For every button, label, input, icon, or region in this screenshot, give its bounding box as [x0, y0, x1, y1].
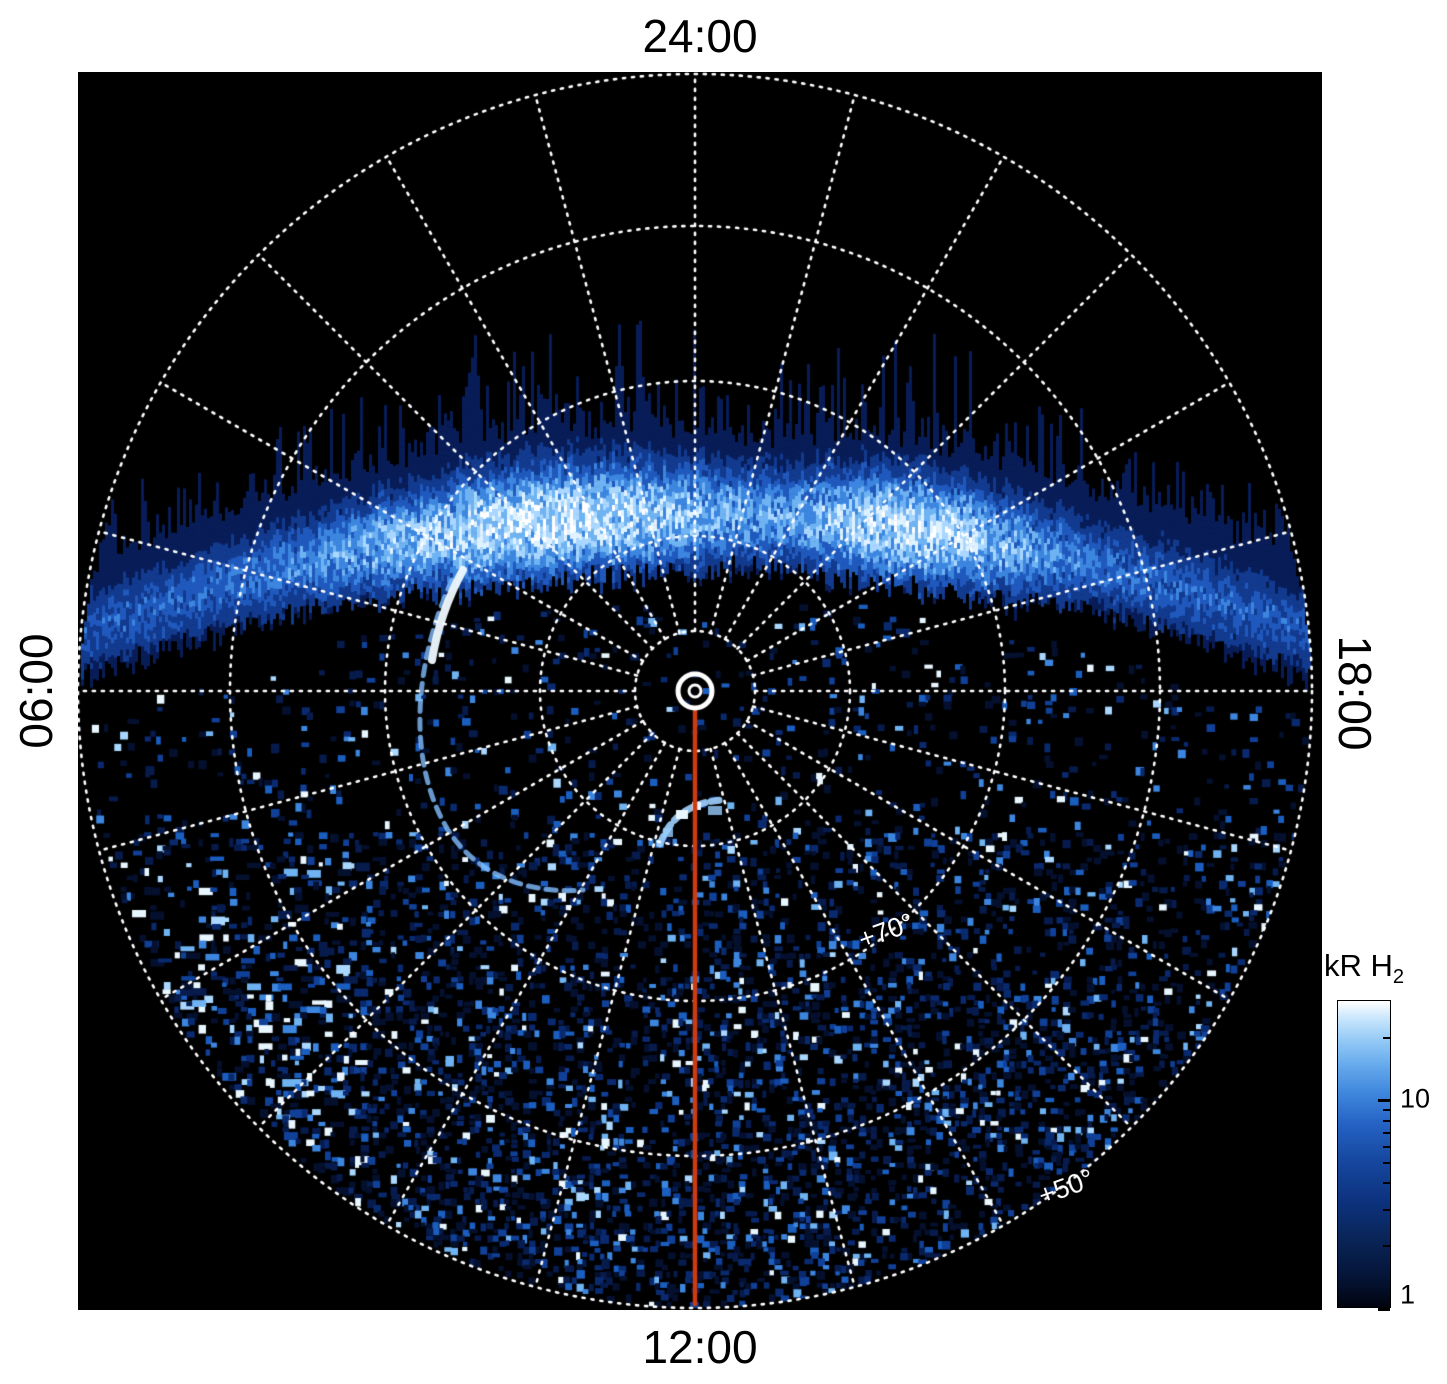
colorbar-minor-tick [1383, 1162, 1390, 1165]
colorbar-title: kR H2 [1324, 948, 1404, 989]
colorbar-minor-tick [1383, 1245, 1390, 1248]
local-time-label-1200: 12:00 [642, 1321, 758, 1373]
colorbar-minor-tick [1383, 1119, 1390, 1122]
colorbar-title-subscript: 2 [1392, 966, 1405, 989]
local-time-label-1800: 18:00 [1329, 635, 1381, 751]
colorbar-minor-tick [1383, 1182, 1390, 1185]
colorbar-tick-label-10: 10 [1400, 1083, 1431, 1114]
colorbar-minor-tick [1383, 1208, 1390, 1211]
polar-aurora-map-canvas [78, 72, 1322, 1310]
colorbar [1337, 1000, 1391, 1311]
colorbar-major-tick [1378, 1307, 1390, 1311]
plot-frame: +70° +50° [78, 72, 1322, 1310]
colorbar-minor-tick [1383, 1109, 1390, 1112]
colorbar-minor-tick [1383, 1036, 1390, 1039]
colorbar-major-tick [1378, 1098, 1390, 1102]
colorbar-minor-tick [1383, 1145, 1390, 1148]
local-time-label-2400: 24:00 [642, 10, 758, 62]
colorbar-tick-label-1: 1 [1400, 1279, 1416, 1310]
local-time-label-0600: 06:00 [10, 633, 62, 749]
colorbar-minor-tick [1383, 1131, 1390, 1134]
colorbar-title-text: kR H [1323, 948, 1393, 983]
